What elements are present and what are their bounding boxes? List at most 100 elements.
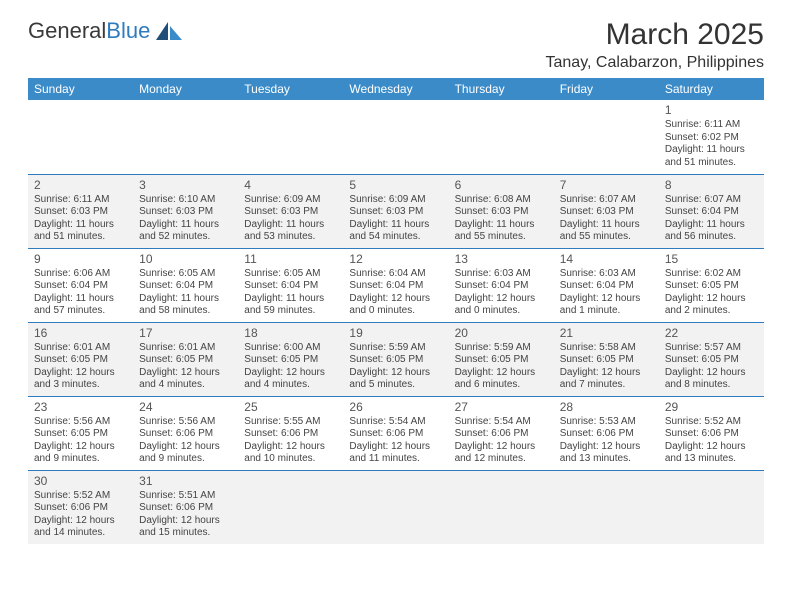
day-number: 17 [139,326,232,341]
daylight-line: Daylight: 12 hours and 0 minutes. [455,293,548,318]
calendar-row: 23Sunrise: 5:56 AMSunset: 6:05 PMDayligh… [28,396,764,470]
sunrise-line: Sunrise: 6:05 AM [244,268,337,281]
daylight-line: Daylight: 11 hours and 51 minutes. [665,144,758,169]
day-cell: 4Sunrise: 6:09 AMSunset: 6:03 PMDaylight… [238,174,343,248]
sunset-line: Sunset: 6:03 PM [34,206,127,219]
sunrise-line: Sunrise: 5:52 AM [34,490,127,503]
sunrise-line: Sunrise: 6:09 AM [349,194,442,207]
daylight-line: Daylight: 11 hours and 59 minutes. [244,293,337,318]
day-cell: 16Sunrise: 6:01 AMSunset: 6:05 PMDayligh… [28,322,133,396]
daylight-line: Daylight: 12 hours and 4 minutes. [139,367,232,392]
day-number: 14 [560,252,653,267]
sunrise-line: Sunrise: 5:56 AM [139,416,232,429]
sunrise-line: Sunrise: 6:01 AM [139,342,232,355]
logo: GeneralBlue [28,18,184,44]
daylight-line: Daylight: 12 hours and 10 minutes. [244,441,337,466]
sunset-line: Sunset: 6:02 PM [665,132,758,145]
day-cell: 5Sunrise: 6:09 AMSunset: 6:03 PMDaylight… [343,174,448,248]
daylight-line: Daylight: 12 hours and 3 minutes. [34,367,127,392]
sunrise-line: Sunrise: 6:07 AM [665,194,758,207]
empty-cell [554,470,659,544]
weekday-header: Thursday [449,78,554,100]
sunrise-line: Sunrise: 5:54 AM [455,416,548,429]
day-cell: 10Sunrise: 6:05 AMSunset: 6:04 PMDayligh… [133,248,238,322]
sunrise-line: Sunrise: 5:55 AM [244,416,337,429]
daylight-line: Daylight: 12 hours and 6 minutes. [455,367,548,392]
day-number: 26 [349,400,442,415]
daylight-line: Daylight: 12 hours and 12 minutes. [455,441,548,466]
sunset-line: Sunset: 6:03 PM [139,206,232,219]
daylight-line: Daylight: 12 hours and 2 minutes. [665,293,758,318]
sunrise-line: Sunrise: 5:59 AM [455,342,548,355]
daylight-line: Daylight: 12 hours and 14 minutes. [34,515,127,540]
day-cell: 1Sunrise: 6:11 AMSunset: 6:02 PMDaylight… [659,100,764,174]
empty-cell [238,470,343,544]
sunset-line: Sunset: 6:03 PM [455,206,548,219]
daylight-line: Daylight: 11 hours and 57 minutes. [34,293,127,318]
sunrise-line: Sunrise: 6:05 AM [139,268,232,281]
empty-cell [343,100,448,174]
sunrise-line: Sunrise: 5:53 AM [560,416,653,429]
day-cell: 30Sunrise: 5:52 AMSunset: 6:06 PMDayligh… [28,470,133,544]
sunset-line: Sunset: 6:06 PM [349,428,442,441]
calendar-body: 1Sunrise: 6:11 AMSunset: 6:02 PMDaylight… [28,100,764,544]
sunset-line: Sunset: 6:04 PM [455,280,548,293]
sunset-line: Sunset: 6:03 PM [560,206,653,219]
sunset-line: Sunset: 6:06 PM [244,428,337,441]
sunrise-line: Sunrise: 6:03 AM [455,268,548,281]
day-number: 25 [244,400,337,415]
sunset-line: Sunset: 6:05 PM [560,354,653,367]
weekday-header: Wednesday [343,78,448,100]
empty-cell [449,470,554,544]
sunrise-line: Sunrise: 6:00 AM [244,342,337,355]
sunset-line: Sunset: 6:05 PM [34,428,127,441]
calendar-row: 16Sunrise: 6:01 AMSunset: 6:05 PMDayligh… [28,322,764,396]
day-cell: 9Sunrise: 6:06 AMSunset: 6:04 PMDaylight… [28,248,133,322]
day-cell: 11Sunrise: 6:05 AMSunset: 6:04 PMDayligh… [238,248,343,322]
sunrise-line: Sunrise: 5:58 AM [560,342,653,355]
daylight-line: Daylight: 12 hours and 4 minutes. [244,367,337,392]
title-block: March 2025 Tanay, Calabarzon, Philippine… [546,18,765,72]
sunrise-line: Sunrise: 6:08 AM [455,194,548,207]
weekday-header: Sunday [28,78,133,100]
sunrise-line: Sunrise: 5:57 AM [665,342,758,355]
daylight-line: Daylight: 11 hours and 53 minutes. [244,219,337,244]
sunset-line: Sunset: 6:04 PM [244,280,337,293]
logo-text-a: General [28,18,106,44]
header: GeneralBlue March 2025 Tanay, Calabarzon… [28,18,764,72]
day-number: 28 [560,400,653,415]
sunrise-line: Sunrise: 6:04 AM [349,268,442,281]
daylight-line: Daylight: 12 hours and 1 minute. [560,293,653,318]
sunrise-line: Sunrise: 6:11 AM [34,194,127,207]
day-number: 9 [34,252,127,267]
daylight-line: Daylight: 12 hours and 0 minutes. [349,293,442,318]
day-number: 15 [665,252,758,267]
empty-cell [449,100,554,174]
calendar-row: 2Sunrise: 6:11 AMSunset: 6:03 PMDaylight… [28,174,764,248]
sunset-line: Sunset: 6:05 PM [244,354,337,367]
empty-cell [554,100,659,174]
day-number: 22 [665,326,758,341]
sunset-line: Sunset: 6:06 PM [665,428,758,441]
daylight-line: Daylight: 11 hours and 56 minutes. [665,219,758,244]
daylight-line: Daylight: 11 hours and 54 minutes. [349,219,442,244]
sunset-line: Sunset: 6:04 PM [560,280,653,293]
sunset-line: Sunset: 6:05 PM [455,354,548,367]
day-cell: 12Sunrise: 6:04 AMSunset: 6:04 PMDayligh… [343,248,448,322]
sunset-line: Sunset: 6:06 PM [455,428,548,441]
day-cell: 29Sunrise: 5:52 AMSunset: 6:06 PMDayligh… [659,396,764,470]
sunrise-line: Sunrise: 5:52 AM [665,416,758,429]
day-number: 21 [560,326,653,341]
day-number: 5 [349,178,442,193]
day-cell: 31Sunrise: 5:51 AMSunset: 6:06 PMDayligh… [133,470,238,544]
sunrise-line: Sunrise: 5:54 AM [349,416,442,429]
weekday-header: Tuesday [238,78,343,100]
day-cell: 13Sunrise: 6:03 AMSunset: 6:04 PMDayligh… [449,248,554,322]
daylight-line: Daylight: 11 hours and 55 minutes. [455,219,548,244]
day-cell: 15Sunrise: 6:02 AMSunset: 6:05 PMDayligh… [659,248,764,322]
day-number: 4 [244,178,337,193]
weekday-header: Monday [133,78,238,100]
sunrise-line: Sunrise: 6:02 AM [665,268,758,281]
daylight-line: Daylight: 11 hours and 52 minutes. [139,219,232,244]
daylight-line: Daylight: 12 hours and 13 minutes. [665,441,758,466]
